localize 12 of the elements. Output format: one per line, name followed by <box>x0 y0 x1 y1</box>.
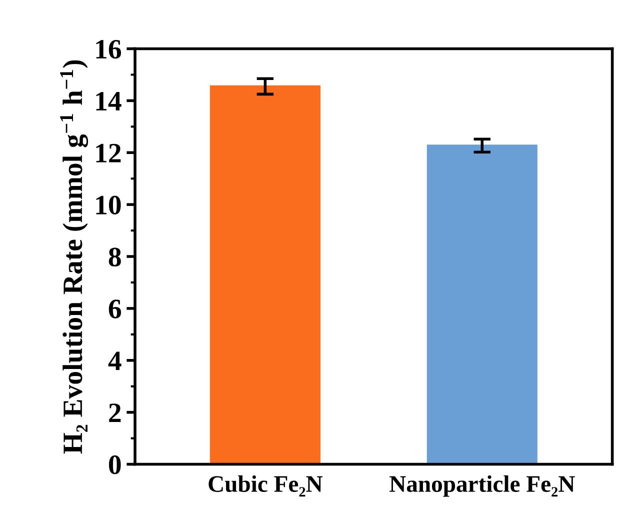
x-tick-label: Nanoparticle Fe₂N <box>390 475 575 497</box>
y-tick-label: 4 <box>108 352 122 370</box>
y-tick-label: 10 <box>96 196 121 214</box>
y-tick-label: 0 <box>108 455 121 474</box>
y-tick-label: 12 <box>96 144 121 162</box>
y-tick-label: 14 <box>96 92 122 110</box>
y-tick-label: 16 <box>96 40 122 59</box>
y-axis-title: H₂ Evolution Rate (mmol g$^{−1}$ h$^{−1}$) <box>60 60 88 454</box>
y-tick-label: 8 <box>108 248 121 266</box>
y-tick-label: 2 <box>109 404 121 422</box>
x-tick-label: Cubic Fe₂N <box>208 475 323 496</box>
y-tick-label: 6 <box>108 300 122 318</box>
